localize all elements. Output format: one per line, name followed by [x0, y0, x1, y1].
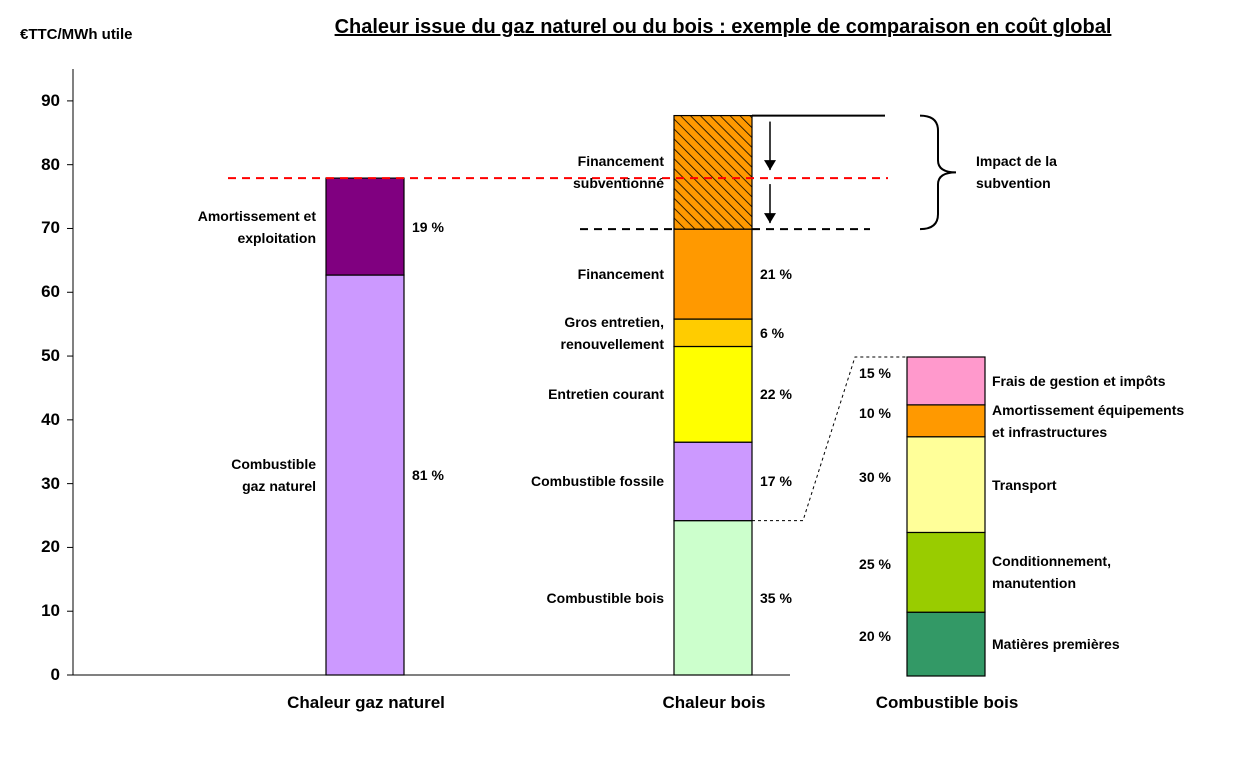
bar-segment [906, 356, 986, 406]
y-tick-label: 30 [41, 473, 60, 493]
value-label: 10 % [859, 404, 891, 421]
y-tick-label: 50 [41, 346, 60, 366]
y-tick-label: 60 [41, 282, 60, 302]
connector [752, 356, 907, 522]
bar-segment [673, 345, 753, 443]
percent-label: 6 % [760, 324, 785, 341]
y-tick-label: 10 [41, 601, 60, 621]
y-axis-label: €TTC/MWh utile [20, 26, 133, 43]
segment-label: Amortissement et exploitation [197, 207, 316, 246]
arrow-head [764, 213, 776, 224]
value-label: 15 % [859, 364, 891, 381]
x-tick-label: Combustible bois [875, 693, 1019, 712]
segment-label: Combustible fossile [530, 473, 664, 490]
value-label: 30 % [859, 468, 891, 485]
segment-label: Financement [577, 266, 664, 283]
segment-label: Frais de gestion et impôts [992, 372, 1166, 389]
bar-segment [325, 177, 405, 276]
segment-label: Matières premières [992, 636, 1120, 653]
value-label: 25 % [859, 556, 891, 573]
y-tick-label: 20 [41, 537, 60, 557]
chart-title: Chaleur issue du gaz naturel ou du bois … [334, 16, 1112, 38]
bar-segment [906, 404, 986, 438]
bar-segment [673, 114, 753, 230]
value-label: 20 % [859, 628, 891, 645]
segment-label: Gros entretien, renouvellement [560, 313, 664, 352]
bar-segment [906, 611, 986, 677]
annotation: Impact de la subvention [976, 153, 1057, 192]
segment-label: Conditionnement, manutention [992, 553, 1111, 592]
percent-label: 21 % [760, 266, 792, 283]
bar-segment [673, 228, 753, 320]
segment-label: Financement subventionné [572, 153, 664, 192]
segment-label: Entretien courant [548, 386, 664, 403]
y-tick-label: 90 [41, 90, 60, 110]
segment-label: Amortissement équipements et infrastruct… [992, 401, 1185, 440]
y-tick-label: 40 [41, 409, 60, 429]
percent-label: 17 % [760, 473, 792, 490]
segment-label: Combustible gaz naturel [231, 456, 316, 495]
y-tick-label: 70 [41, 218, 60, 238]
y-tick-label: 0 [50, 665, 60, 684]
x-tick-label: Chaleur gaz naturel [287, 693, 445, 712]
percent-label: 35 % [760, 589, 792, 606]
segment-label: Combustible bois [546, 589, 664, 606]
x-tick-label: Chaleur bois [662, 693, 766, 712]
y-tick-label: 80 [41, 154, 60, 174]
bar-segment [906, 531, 986, 613]
brace [919, 114, 957, 231]
bar-segment [673, 520, 753, 676]
percent-label: 81 % [412, 467, 444, 484]
percent-label: 22 % [760, 386, 792, 403]
bar-segment [906, 436, 986, 534]
bar-segment [325, 274, 405, 676]
bar-segment [673, 318, 753, 348]
arrow-head [764, 160, 776, 171]
bar-segment [673, 441, 753, 522]
segment-label: Transport [992, 476, 1057, 493]
percent-label: 19 % [412, 218, 444, 235]
